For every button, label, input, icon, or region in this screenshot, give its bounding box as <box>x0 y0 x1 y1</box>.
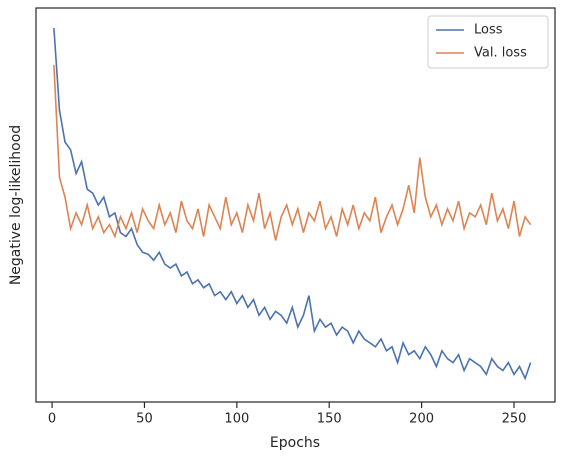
legend-label: Loss <box>474 23 503 38</box>
x-tick-label: 50 <box>136 412 153 427</box>
series-line <box>53 65 532 241</box>
plot-frame <box>35 7 556 403</box>
x-tick-label: 0 <box>48 412 56 427</box>
legend-box <box>427 15 549 69</box>
x-axis-label: Epochs <box>270 435 320 451</box>
x-tick-label: 200 <box>409 412 434 427</box>
x-tick-label: 150 <box>317 412 342 427</box>
x-tick-label: 100 <box>224 412 249 427</box>
x-tick-label: 250 <box>502 412 527 427</box>
series-line <box>53 28 532 381</box>
legend-label: Val. loss <box>474 46 527 61</box>
y-axis-label: Negative log-likelihood <box>8 125 24 285</box>
